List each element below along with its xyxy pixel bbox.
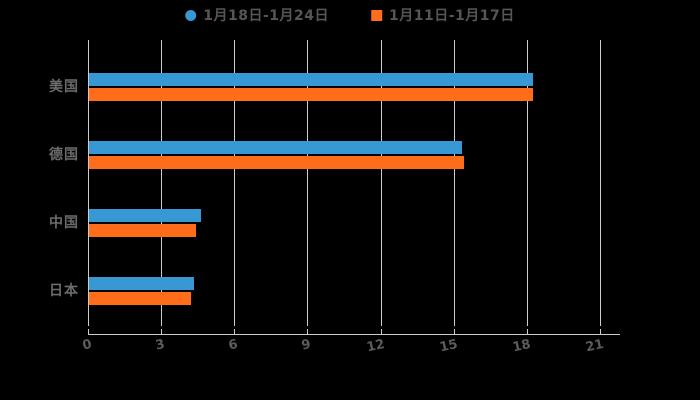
x-tick-label: 15 [438,337,459,356]
gridline [600,40,601,326]
tick-mark [526,329,528,334]
x-tick-label: 21 [584,337,606,356]
x-tick-label: 0 [81,337,94,354]
gridline [88,40,89,326]
x-tick-label: 3 [154,337,167,354]
category-label: 中国 [49,215,79,231]
legend-label: 1月18日-1月24日 [203,8,329,24]
bar-week2 [89,277,194,290]
x-tick-label: 6 [227,337,240,354]
gridline [380,40,382,326]
tick-mark [600,329,601,334]
x-axis-line [88,334,620,335]
tick-mark [88,329,89,334]
tick-mark [453,329,455,334]
x-tick-label: 18 [511,337,532,356]
legend-item-week2[interactable]: 1月18日-1月24日 [185,5,329,25]
bar-week1 [89,292,192,305]
legend-label: 1月11日-1月17日 [389,8,515,24]
category-label: 美国 [49,79,79,95]
bar-week2 [89,141,463,154]
square-marker-icon [371,9,382,21]
bar-week2 [89,209,202,222]
gridline [234,40,236,326]
x-tick-label: 12 [364,337,386,356]
tick-mark [380,329,382,334]
bar-week1 [89,88,533,101]
chart-legend: 1月18日-1月24日 1月11日-1月17日 [185,5,515,25]
gridline [526,40,528,326]
tick-mark [234,329,236,334]
bar-week1 [89,156,465,169]
bar-week2 [89,73,533,86]
category-label: 日本 [49,283,79,299]
gridline [307,40,309,326]
circle-marker-icon [185,9,197,21]
gridline [161,40,163,326]
x-tick-label: 9 [300,337,313,354]
gridline [453,40,455,326]
tick-mark [161,329,163,334]
bar-week1 [89,224,197,237]
legend-item-week1[interactable]: 1月11日-1月17日 [371,5,515,25]
tick-mark [307,329,309,334]
category-label: 德国 [49,147,79,163]
